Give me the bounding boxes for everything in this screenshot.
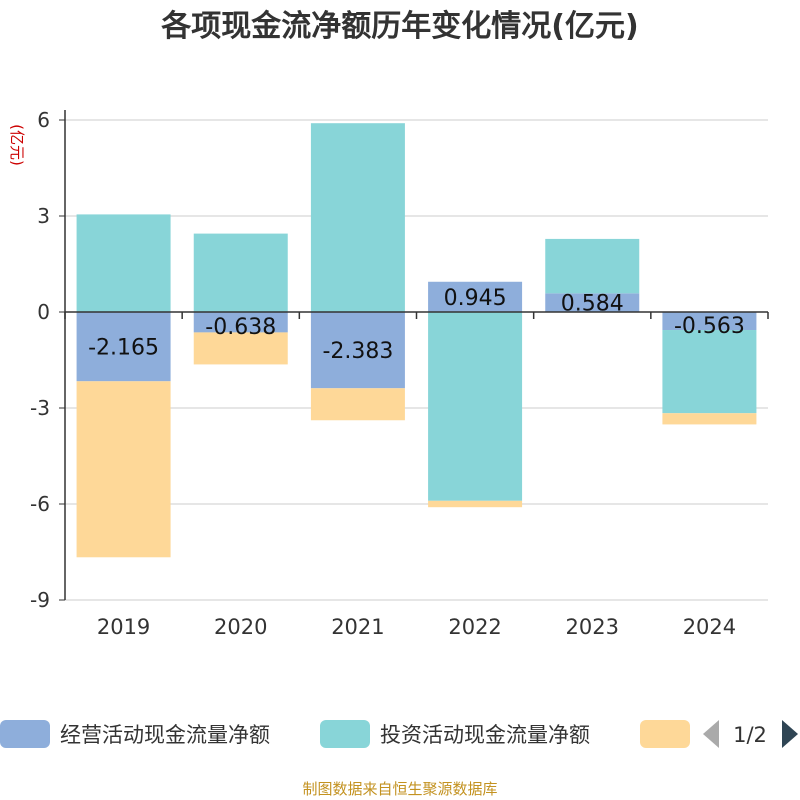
legend-prev-page-icon[interactable] (703, 720, 719, 748)
bar-2023-series-1 (545, 293, 640, 312)
bar-2023-series-2 (545, 238, 640, 294)
data-label-2021: -2.383 (322, 339, 393, 364)
data-label-2024: -0.563 (674, 314, 745, 339)
x-tick-label-2019: 2019 (97, 615, 150, 639)
y-axis-label: (亿元) (8, 124, 26, 166)
y-tick-label: 0 (37, 300, 50, 324)
data-label-2020: -0.638 (205, 315, 276, 340)
data-label-2019: -2.165 (88, 336, 159, 361)
bar-2024-series-3 (662, 413, 757, 425)
data-label-2022: 0.945 (444, 286, 507, 311)
data-source-note: 制图数据来自恒生聚源数据库 (302, 780, 498, 798)
legend-label-1: 经营活动现金流量净额 (60, 723, 270, 747)
y-tick-label: -3 (30, 396, 50, 420)
bar-2019-series-2 (76, 214, 171, 312)
data-label-2023: 0.584 (561, 292, 624, 317)
bar-2020-series-1 (193, 312, 288, 333)
legend-next-page-icon[interactable] (782, 720, 798, 748)
bar-2022-series-1 (428, 281, 523, 312)
y-tick-label: 6 (37, 108, 50, 132)
x-tick-label-2024: 2024 (683, 615, 736, 639)
bar-2021-series-3 (310, 388, 405, 421)
x-tick-label-2020: 2020 (214, 615, 267, 639)
x-tick-label-2023: 2023 (566, 615, 619, 639)
y-tick-label: -6 (30, 492, 50, 516)
x-tick-label-2022: 2022 (448, 615, 501, 639)
bar-2022-series-2 (428, 312, 523, 501)
bar-2022-series-3 (428, 500, 523, 508)
bar-2024-series-1 (662, 312, 757, 331)
y-tick-label: -9 (30, 588, 50, 612)
bar-2020-series-2 (193, 233, 288, 312)
bar-2020-series-3 (193, 332, 288, 365)
bar-2021-series-2 (310, 123, 405, 312)
y-tick-label: 3 (37, 204, 50, 228)
x-tick-label-2021: 2021 (331, 615, 384, 639)
bar-2019-series-3 (76, 381, 171, 558)
legend-label-2: 投资活动现金流量净额 (380, 723, 590, 747)
chart-title: 各项现金流净额历年变化情况(亿元) (160, 9, 638, 44)
legend-page-indicator: 1/2 (733, 723, 767, 747)
bar-2024-series-2 (662, 330, 757, 414)
bar-2019-series-1 (76, 312, 171, 382)
legend-swatch-1 (0, 720, 50, 748)
bar-2021-series-1 (310, 312, 405, 389)
legend-swatch-2 (320, 720, 370, 748)
legend-swatch-3 (640, 720, 690, 748)
